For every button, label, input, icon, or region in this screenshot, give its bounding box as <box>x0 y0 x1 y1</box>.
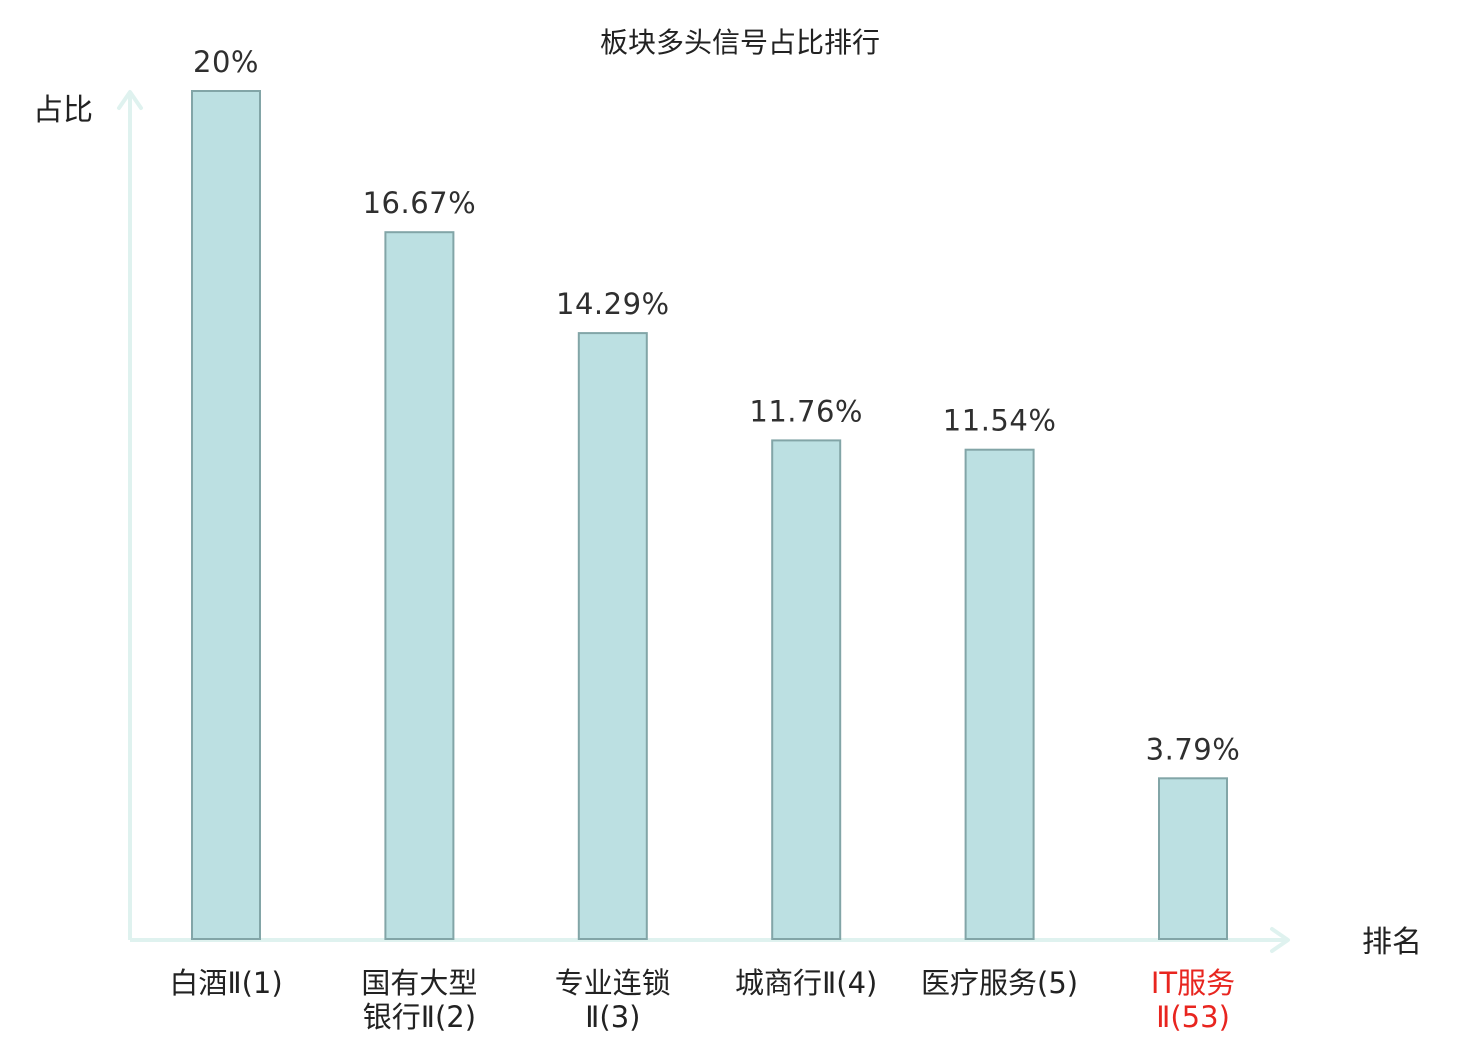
x-axis-arrow <box>1270 927 1290 953</box>
value-label-4: 11.76% <box>749 394 863 428</box>
category-label-6-line-1: IT服务 <box>1151 966 1235 1000</box>
bar-2 <box>384 231 455 940</box>
value-label-1: 20% <box>193 45 259 79</box>
category-label-3-line-1: 专业连锁 <box>555 966 671 1000</box>
category-label-5: 医疗服务(5) <box>921 966 1078 1000</box>
value-label-3: 14.29% <box>556 287 670 321</box>
bar-1 <box>191 90 261 940</box>
value-label-2: 16.67% <box>363 186 477 220</box>
value-label-6: 3.79% <box>1146 732 1241 766</box>
bar-4 <box>771 439 842 940</box>
chart-title: 板块多头信号占比排行 <box>600 26 880 59</box>
y-axis-label: 占比 <box>33 93 93 128</box>
y-axis-arrow <box>117 90 143 110</box>
category-label-1: 白酒Ⅱ(1) <box>169 966 282 1000</box>
value-labels-group: 20% 16.67% 14.29% 11.76% 11.54% 3.79% <box>193 45 1240 766</box>
bar-5 <box>964 448 1035 940</box>
category-label-3-line-2: Ⅱ(3) <box>585 1000 640 1034</box>
bars-group <box>191 90 1228 941</box>
bar-3 <box>577 332 648 941</box>
category-label-4: 城商行Ⅱ(4) <box>735 966 877 1000</box>
category-label-2-line-1: 国有大型 <box>361 966 477 1000</box>
bar-6 <box>1158 777 1228 940</box>
category-label-2-line-2: 银行Ⅱ(2) <box>363 1000 476 1034</box>
category-label-6-line-2: Ⅱ(53) <box>1156 1000 1230 1034</box>
value-label-5: 11.54% <box>943 404 1057 438</box>
x-axis-label: 排名 <box>1362 925 1422 960</box>
